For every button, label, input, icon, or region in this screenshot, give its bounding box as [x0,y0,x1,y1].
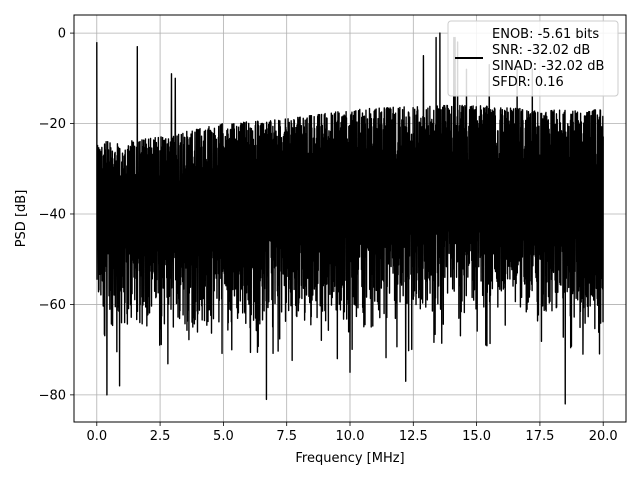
x-axis-label: Frequency [MHz] [295,451,404,466]
x-tick-label: 2.5 [150,429,171,444]
legend-label-line: SINAD: -32.02 dB [492,59,604,74]
y-tick-label: 0 [58,27,66,42]
x-tick-label: 15.0 [462,429,491,444]
y-tick-label: −80 [39,388,66,403]
y-axis-ticks: 0 −20 −40 −60 −80 [39,27,74,403]
legend-label-line: ENOB: -5.61 bits [492,27,599,42]
x-tick-label: 5.0 [213,429,234,444]
x-tick-label: 20.0 [589,429,618,444]
x-tick-label: 12.5 [399,429,428,444]
y-tick-label: −40 [39,207,66,222]
x-tick-label: 0.0 [86,429,107,444]
legend-label-line: SFDR: 0.16 [492,75,564,90]
y-tick-label: −60 [39,298,66,313]
y-tick-label: −20 [39,117,66,132]
psd-line [96,32,604,405]
x-axis-ticks: 0.0 2.5 5.0 7.5 10.0 12.5 15.0 17.5 20.0 [86,422,618,444]
x-tick-label: 7.5 [276,429,297,444]
y-axis-label: PSD [dB] [14,190,29,248]
legend-label-line: SNR: -32.02 dB [492,43,590,58]
psd-series [96,32,604,405]
x-tick-label: 17.5 [525,429,554,444]
x-tick-label: 10.0 [336,429,365,444]
legend-box [447,20,619,97]
